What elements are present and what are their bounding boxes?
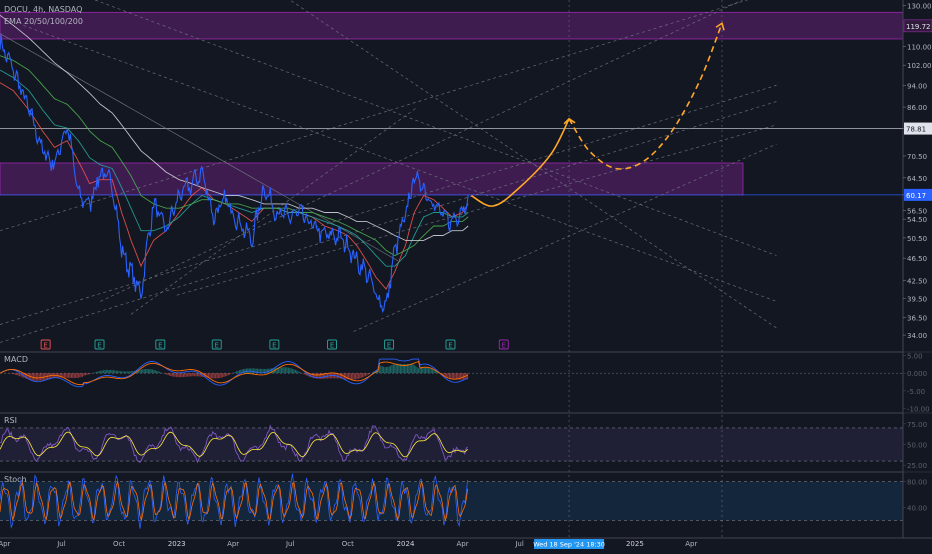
time-axis-highlight-label: Wed 18 Sep '24 18:30	[533, 541, 605, 549]
earnings-marker	[384, 339, 395, 350]
earnings-marker-label: E	[272, 342, 276, 350]
panel-title: Stoch	[4, 475, 27, 484]
price-axis-label: 54.50	[907, 216, 927, 224]
supply-zone-upper	[0, 11, 904, 40]
earnings-marker-label: E	[43, 342, 47, 350]
earnings-marker	[498, 339, 509, 350]
price-axis-label: 56.50	[907, 207, 927, 215]
earnings-marker	[269, 339, 280, 350]
earnings-marker-label: E	[330, 342, 334, 350]
price-axis-label: 102.00	[907, 62, 932, 70]
ema-20-line	[0, 82, 469, 290]
earnings-marker-label: E	[97, 342, 101, 350]
price-axis-label: 130.00	[907, 3, 932, 11]
ema-200-line	[0, 14, 469, 241]
trendline	[100, 0, 744, 302]
price-line	[0, 34, 469, 314]
trendline	[130, 106, 418, 315]
price-axis-label: 64.50	[907, 175, 927, 183]
earnings-marker-label: E	[448, 342, 452, 350]
ema-legend[interactable]: EMA 20/50/100/200	[4, 17, 83, 26]
price-axis-background	[903, 0, 932, 550]
stoch-d-line	[0, 480, 468, 522]
price-axis-label: 110.00	[907, 44, 932, 52]
price-axis-label: 34.00	[907, 332, 927, 340]
price-label-badge	[904, 188, 932, 201]
earnings-marker	[40, 339, 51, 350]
earnings-marker	[445, 339, 456, 350]
earnings-marker	[211, 339, 222, 350]
price-label-value: 60.17	[906, 192, 926, 200]
price-axis-label: 86.00	[907, 104, 927, 112]
rsi-line	[0, 424, 468, 464]
trendline	[353, 143, 777, 332]
time-axis-label: Jul	[56, 540, 66, 548]
price-axis-label: 94.00	[907, 82, 927, 90]
time-axis-label: Apr	[227, 540, 239, 548]
panel-title: MACD	[4, 355, 28, 364]
earnings-marker-label: E	[387, 342, 391, 350]
time-axis-label: Jul	[285, 540, 295, 548]
panel-title: RSI	[4, 416, 17, 425]
price-axis-label: 70.50	[907, 153, 927, 161]
price-axis-label: 36.50	[907, 315, 927, 323]
price-label-value: 119.72	[906, 23, 931, 31]
ema-50-line	[0, 69, 469, 267]
time-axis-label: Oct	[113, 540, 125, 548]
time-axis-label: Apr	[685, 540, 697, 548]
price-label-badge	[903, 19, 932, 33]
panel-band	[0, 427, 903, 462]
earnings-marker	[94, 339, 105, 350]
time-axis-highlight-badge	[534, 539, 605, 549]
time-axis-label: 2025	[626, 540, 644, 548]
projection-dashed-arrowhead	[715, 21, 725, 31]
earnings-marker-label: E	[502, 342, 506, 350]
trendline	[23, 24, 777, 302]
price-axis-label: 42.50	[907, 277, 927, 285]
time-axis-label: 2024	[397, 540, 415, 548]
price-axis-label: 39.50	[907, 295, 927, 303]
time-axis-label: 2023	[168, 540, 186, 548]
earnings-marker	[155, 339, 166, 350]
trendline	[176, 124, 777, 296]
earnings-marker-label: E	[215, 342, 219, 350]
projection-solid-path	[470, 118, 570, 207]
time-axis-label: Jul	[514, 540, 524, 548]
time-axis-label: Oct	[342, 540, 354, 548]
earnings-marker-label: E	[158, 342, 162, 350]
trendline	[94, 0, 777, 256]
price-axis-label: 46.50	[907, 255, 927, 263]
time-axis-label: Apr	[0, 540, 11, 548]
panel-band	[0, 481, 903, 521]
price-label-badge	[904, 122, 932, 135]
earnings-marker	[327, 339, 337, 350]
time-axis-label: Apr	[456, 540, 468, 548]
symbol-legend[interactable]: DOCU, 4h, NASDAQ	[4, 5, 83, 14]
macd-signal-line	[0, 360, 468, 386]
price-label-value: 78.81	[906, 126, 926, 134]
rsi-ma-line	[0, 431, 468, 458]
price-axis-label: 50.50	[907, 235, 927, 243]
